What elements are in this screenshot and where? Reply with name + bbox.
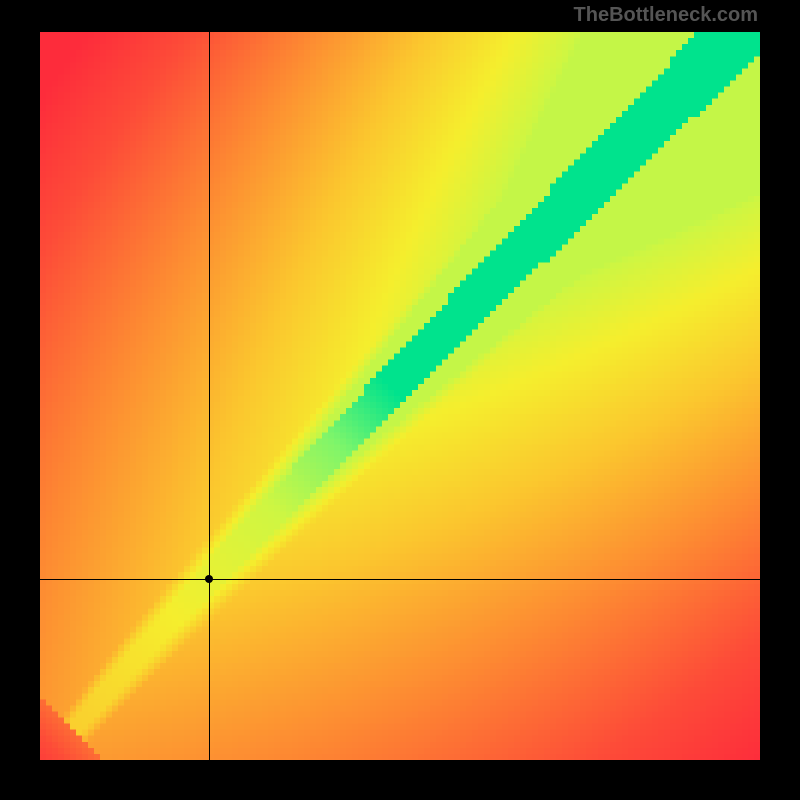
heatmap-canvas <box>40 32 760 760</box>
data-point <box>205 575 213 583</box>
watermark-text: TheBottleneck.com <box>574 4 758 27</box>
crosshair-horizontal <box>40 579 760 580</box>
crosshair-vertical <box>209 32 210 760</box>
plot-area <box>40 32 760 760</box>
